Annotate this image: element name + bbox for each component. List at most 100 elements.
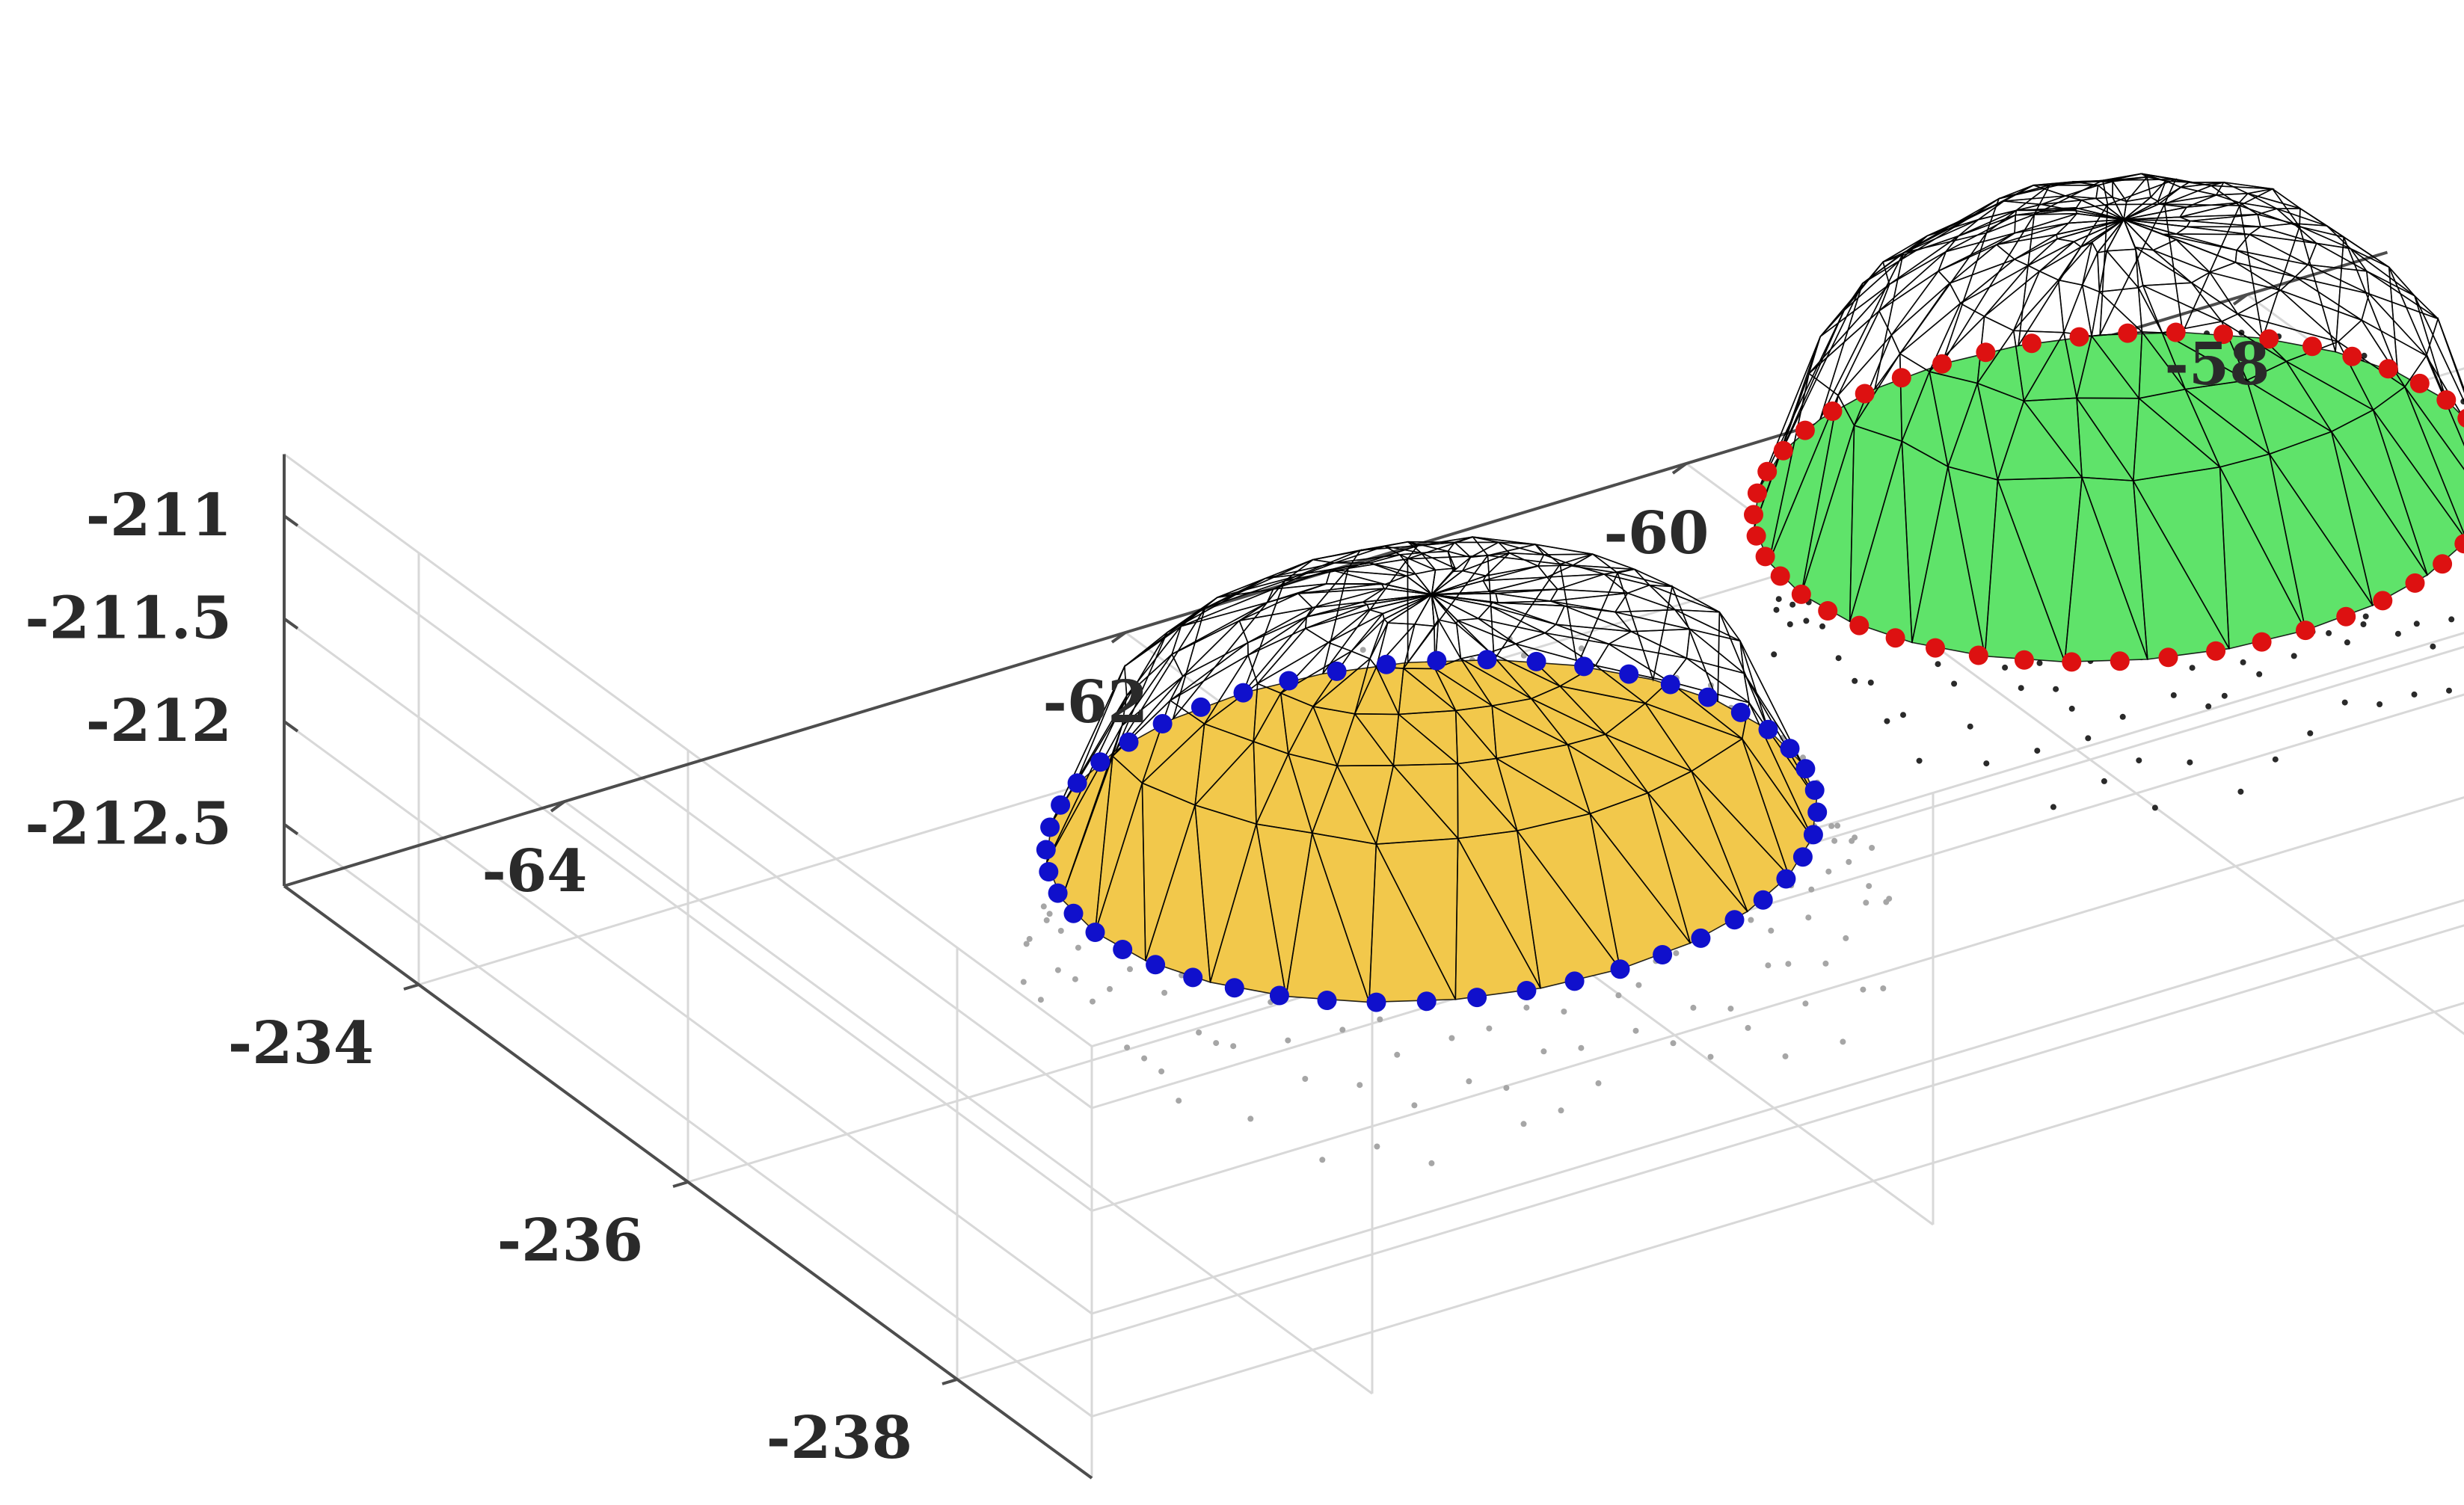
- cloud-point: [2189, 665, 2196, 671]
- cloud-point: [1843, 935, 1849, 941]
- cloud-point: [1357, 1082, 1363, 1089]
- cloud-point: [2272, 756, 2279, 763]
- cloud-point: [1411, 1102, 1418, 1109]
- surface-fill: [1754, 332, 2464, 662]
- cloud-point: [1748, 917, 1754, 923]
- boundary-point: [1051, 795, 1071, 815]
- cloud-point: [1771, 651, 1778, 658]
- cloud-point: [1884, 718, 1890, 724]
- mesh-triangle: [1546, 573, 1605, 591]
- boundary-point: [1152, 714, 1173, 733]
- cloud-point: [1302, 1076, 1309, 1082]
- cloud-point: [2377, 701, 2383, 707]
- cloud-point: [1745, 1024, 1751, 1031]
- cloud-point: [1983, 760, 1990, 767]
- boundary-point: [2457, 409, 2464, 428]
- cloud-point: [1595, 1080, 1602, 1086]
- boundary-point: [1269, 985, 1289, 1006]
- cloud-point: [1558, 1107, 1564, 1114]
- mesh-triangle: [2276, 208, 2327, 227]
- boundary-point: [2021, 333, 2041, 354]
- cloud-point: [1339, 1027, 1346, 1033]
- boundary-point: [1849, 615, 1869, 635]
- boundary-point: [2014, 650, 2034, 670]
- boundary-point: [1926, 638, 1945, 658]
- cloud-point: [1803, 618, 1810, 624]
- cloud-point: [1486, 1025, 1493, 1032]
- surface-mesh: [1045, 536, 1818, 1003]
- cloud-point: [1247, 1115, 1254, 1122]
- cloud-point: [2068, 705, 2075, 712]
- cloud-point: [2221, 692, 2228, 699]
- cloud-point: [1213, 1040, 1220, 1047]
- cloud-point: [2362, 613, 2369, 620]
- cloud-point: [1727, 1006, 1734, 1012]
- y-tick-mark: [403, 983, 420, 991]
- cloud-point: [1394, 1051, 1401, 1058]
- boundary-point: [1791, 584, 1811, 604]
- boundary-point: [2302, 336, 2322, 357]
- boundary-point: [1698, 687, 1718, 707]
- boundary-point: [1795, 759, 1816, 779]
- y-tick-mark: [941, 1378, 958, 1385]
- cloud-point: [1825, 868, 1832, 875]
- cloud-point: [1374, 1143, 1380, 1150]
- mesh-triangle: [1718, 612, 1769, 730]
- cloud-point: [1285, 1037, 1291, 1044]
- wall-grid-z2: [283, 514, 1093, 1109]
- y-tick-label: -234: [228, 1009, 374, 1077]
- mesh-triangle: [2388, 266, 2448, 401]
- boundary-point: [1770, 566, 1790, 586]
- cloud-point: [2291, 653, 2297, 659]
- cloud-point: [1141, 1055, 1148, 1062]
- cloud-point: [1377, 1016, 1383, 1023]
- cloud-point: [1835, 655, 1842, 662]
- tick-label-layer: -58 -60 -62 -64 -234 -236 -238 -211 -211.5 -212 -2…: [25, 330, 2270, 1472]
- boundary-point: [2433, 554, 2453, 574]
- cloud-point: [1179, 972, 1185, 979]
- cloud-point: [1023, 941, 1030, 947]
- cloud-point: [1852, 834, 1858, 841]
- wall-grid-z: [1091, 899, 2464, 1315]
- boundary-point: [2213, 324, 2234, 345]
- z-tick-mark: [283, 617, 299, 630]
- boundary-point: [1653, 945, 1673, 964]
- cloud-point: [2205, 703, 2212, 710]
- x-tick-mark: [2232, 293, 2249, 306]
- boundary-point: [2110, 651, 2130, 671]
- cloud-point: [1900, 712, 1906, 718]
- cloud-point: [1886, 896, 1893, 902]
- boundary-point: [1190, 697, 1211, 717]
- cloud-point: [1852, 677, 1858, 684]
- boundary-point: [1526, 651, 1546, 671]
- boundary-point: [2373, 591, 2393, 611]
- wall-grid-z: [1091, 1001, 2464, 1418]
- cloud-point: [1319, 1157, 1326, 1163]
- x-tick-label: -58: [2165, 330, 2270, 398]
- mesh-triangle: [1649, 584, 1720, 613]
- cloud-point: [1196, 1030, 1202, 1035]
- cloud-point: [1615, 992, 1622, 999]
- boundary-point: [1317, 991, 1337, 1010]
- cloud-point: [1967, 723, 1973, 730]
- cloud-point: [2430, 643, 2436, 650]
- cloud-point: [1632, 1027, 1639, 1034]
- z-tick-mark: [283, 720, 299, 733]
- cloud-point: [2411, 691, 2418, 698]
- cloud-point: [1540, 1048, 1547, 1055]
- wall-grid-z2: [283, 618, 1093, 1212]
- mesh-triangle: [1482, 576, 1547, 593]
- boundary-point: [1792, 847, 1813, 867]
- boundary-point-series: [1744, 322, 2464, 672]
- cloud-point: [2237, 788, 2244, 795]
- boundary-point: [2252, 632, 2272, 652]
- boundary-point: [1183, 967, 1203, 988]
- boundary-point: [1968, 645, 1988, 665]
- wall-grid-z2: [283, 720, 1093, 1315]
- cloud-point: [1090, 998, 1096, 1005]
- boundary-point: [2259, 329, 2279, 349]
- boundary-point: [1085, 923, 1105, 942]
- cloud-point: [1782, 1053, 1789, 1059]
- boundary-point: [1804, 780, 1825, 800]
